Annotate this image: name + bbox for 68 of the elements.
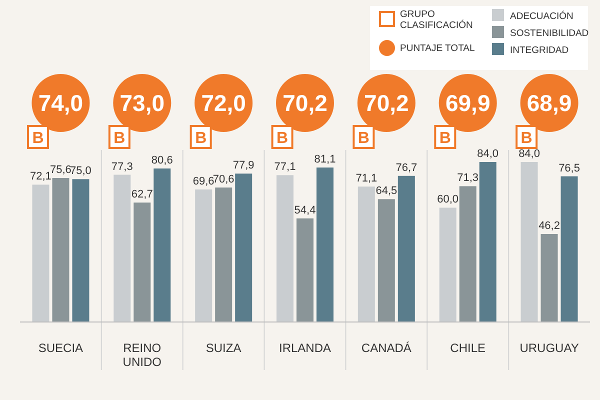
text: B <box>195 130 207 147</box>
x-tick-label: URUGUAY <box>520 341 579 355</box>
bar <box>560 176 578 322</box>
bar <box>276 175 294 322</box>
bar <box>114 174 131 322</box>
data-label: 77,1 <box>274 161 296 174</box>
data-label: 80,6 <box>151 154 173 166</box>
data-label: 75,6 <box>50 164 72 176</box>
bar <box>316 168 334 322</box>
text: 74,0 <box>38 90 84 116</box>
text: 70,2 <box>364 90 409 116</box>
bar <box>358 186 375 322</box>
text: B <box>358 130 370 147</box>
data-label: 70,6 <box>212 174 234 186</box>
text: B <box>276 130 288 147</box>
bar <box>195 189 212 322</box>
x-tick-label: IRLANDA <box>278 341 332 355</box>
data-label: 76,5 <box>558 162 580 174</box>
bar <box>32 184 50 322</box>
x-tick-label: SUECIA <box>38 341 84 355</box>
bar <box>439 208 456 322</box>
text: B <box>439 130 451 147</box>
data-label: 72,1 <box>30 170 52 183</box>
data-label: 69,6 <box>192 175 214 188</box>
data-label: 84,0 <box>518 148 540 160</box>
text: B <box>114 130 126 147</box>
data-label: 84,0 <box>477 148 499 160</box>
text: 69,9 <box>445 90 490 116</box>
bar <box>398 176 415 322</box>
data-label: 46,2 <box>538 220 560 232</box>
text: 68,9 <box>526 90 572 116</box>
data-label: 81,1 <box>314 154 336 166</box>
data-label: 71,1 <box>356 172 378 185</box>
text: B <box>32 130 44 147</box>
bar <box>235 174 252 322</box>
x-tick-label: CHILE <box>450 341 486 355</box>
text: 70,2 <box>282 90 328 116</box>
bar <box>296 218 314 322</box>
bar <box>72 179 90 322</box>
legend-label: INTEGRIDAD <box>510 45 569 56</box>
data-label: 75,0 <box>70 165 92 178</box>
data-label: 64,5 <box>376 185 398 198</box>
text: GRUPO CLASIFICACIÓN <box>400 9 473 31</box>
text: 72,0 <box>201 90 246 116</box>
bar <box>215 188 232 322</box>
data-label: 54,4 <box>294 204 316 216</box>
text: B <box>520 130 532 147</box>
bar <box>540 234 558 322</box>
bar <box>459 186 476 322</box>
bar <box>154 168 171 322</box>
legend-label: ADECUACIÓN <box>510 10 574 22</box>
data-label: 62,7 <box>131 188 153 201</box>
bar <box>520 162 538 322</box>
bar <box>378 199 395 322</box>
bar <box>479 162 496 322</box>
bar <box>134 202 151 322</box>
text: PUNTAJE TOTAL <box>400 43 475 54</box>
data-label: 77,9 <box>232 160 254 172</box>
x-tick-label: REINO UNIDO <box>122 341 162 369</box>
data-label: 71,3 <box>457 172 479 184</box>
x-tick-label: SUIZA <box>206 341 242 355</box>
legend-label: SOSTENIBILIDAD <box>510 28 589 39</box>
bar <box>52 178 70 322</box>
data-label: 60,0 <box>437 194 459 206</box>
text: 73,0 <box>120 90 165 116</box>
data-label: 76,7 <box>396 162 418 174</box>
data-label: 77,3 <box>111 160 133 173</box>
x-tick-label: CANADÁ <box>361 341 412 355</box>
